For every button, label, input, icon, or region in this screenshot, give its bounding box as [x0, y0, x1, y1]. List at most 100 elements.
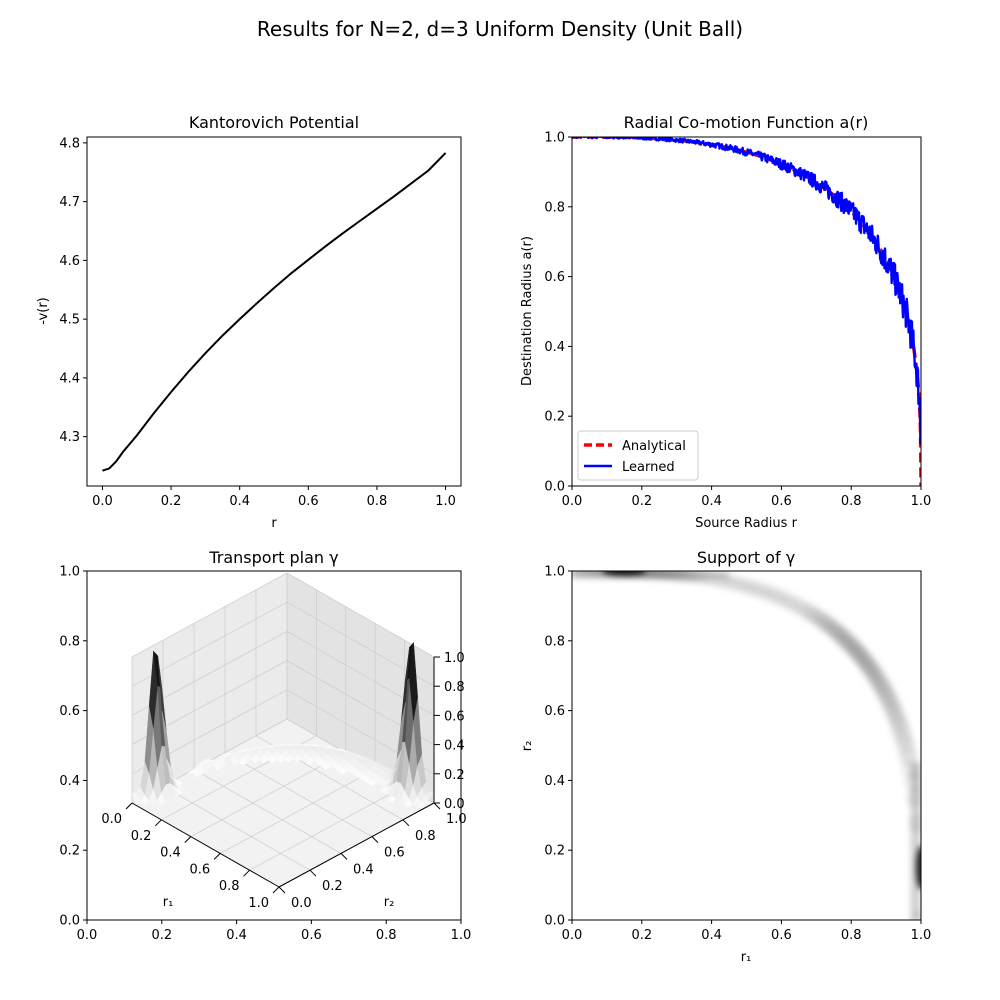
r2-axis-label: r₂: [384, 895, 395, 910]
x-tick-label: 1.0: [911, 494, 932, 509]
z-tick-label: 0.4: [444, 739, 465, 754]
z-tick-label: 1.0: [444, 651, 465, 666]
x-tick-label: 0.2: [151, 928, 172, 943]
y-tick-label: 1.0: [544, 131, 565, 146]
x-axis-label: r₁: [741, 950, 752, 965]
x-tick-label: 0.8: [841, 494, 862, 509]
y-tick-label: 1.0: [544, 565, 565, 580]
y-tick-label: 0.6: [59, 704, 80, 719]
panel-title: Kantorovich Potential: [189, 113, 359, 132]
support-edge: [572, 571, 921, 920]
grid-line: [131, 572, 288, 658]
plot-frame: [86, 570, 462, 921]
surface-patch: [294, 743, 303, 746]
y-tick-label: 0.4: [544, 340, 565, 355]
r1-tick-label: 0.2: [131, 829, 152, 844]
transport-plan-panel: Transport plan γ 0.00.00.20.20.40.40.60.…: [59, 548, 471, 943]
x-tick-label: 0.4: [229, 494, 250, 509]
x-tick-label: 0.0: [77, 928, 98, 943]
y-tick-label: 0.2: [544, 410, 565, 425]
y-tick-label: 0.0: [544, 914, 565, 929]
grid-line: [224, 752, 373, 837]
surface-patch: [205, 759, 214, 764]
x-tick-label: 0.0: [562, 928, 583, 943]
y-tick-label: 0.8: [544, 634, 565, 649]
r2-tick-mark: [309, 869, 317, 877]
y-tick-label: 4.8: [59, 136, 80, 151]
x-axis-label: Source Radius r: [695, 516, 798, 531]
surface-patch: [335, 748, 345, 751]
grid-line: [220, 769, 376, 854]
panel-title: Support of γ: [697, 548, 795, 567]
x-tick-label: 0.6: [771, 928, 792, 943]
support-edge-right: [910, 762, 921, 920]
y-tick-label: 4.5: [59, 313, 80, 328]
kantorovich-potential-panel: Kantorovich Potential 0.0 0.2 0.4 0.6 0.8 1.0…: [36, 113, 462, 531]
grid-line: [190, 752, 346, 837]
y-tick-label: 0.0: [59, 914, 80, 929]
x-tick-label: 1.0: [451, 928, 472, 943]
y-tick-label: 0.2: [544, 844, 565, 859]
legend-label-learned: Learned: [622, 460, 675, 475]
x-tick-label: 0.2: [631, 494, 652, 509]
surface-patch: [226, 752, 235, 757]
x-tick-label: 0.6: [298, 494, 319, 509]
panel-title: Radial Co-motion Function a(r): [624, 113, 869, 132]
r1-tick-mark: [125, 802, 133, 810]
x-tick-label: 0.4: [226, 928, 247, 943]
r2-tick-label: 0.4: [353, 862, 374, 877]
r2-tick-mark: [340, 853, 348, 860]
x-tick-label: 0.2: [631, 928, 652, 943]
r2-tick-mark: [371, 836, 379, 843]
r2-tick-label: 1.0: [446, 812, 467, 827]
r1-tick-mark: [213, 853, 221, 860]
z-tick-label: 0.0: [444, 797, 465, 812]
z-tick-label: 0.6: [444, 709, 465, 724]
x-tick-label: 0.4: [701, 494, 722, 509]
r2-tick-label: 0.0: [291, 896, 312, 911]
y-tick-label: 0.2: [59, 844, 80, 859]
y-tick-label: 0.8: [544, 200, 565, 215]
x-tick-label: 0.4: [701, 928, 722, 943]
surface-patch: [170, 776, 180, 782]
x-tick-label: 0.0: [92, 494, 113, 509]
x-tick-label: 0.8: [367, 494, 388, 509]
y-tick-label: 4.4: [59, 371, 80, 386]
r1-tick-label: 0.0: [101, 812, 122, 827]
r1-tick-mark: [272, 886, 280, 894]
panel-title: Transport plan γ: [208, 548, 338, 567]
y-tick-label: 0.6: [544, 270, 565, 285]
x-tick-label: 1.0: [435, 494, 456, 509]
r1-tick-label: 1.0: [248, 896, 269, 911]
support-band: [572, 571, 921, 920]
r1-tick-mark: [243, 869, 250, 877]
r1-axis-line: [131, 802, 280, 888]
left-pane: [132, 573, 287, 803]
grid-line: [162, 785, 311, 871]
z-tick-label: 0.8: [444, 680, 465, 695]
grid-line: [286, 572, 435, 658]
plot-frame: [571, 570, 922, 921]
y-tick-label: 4.3: [59, 430, 80, 445]
support-panel: Support of γ 0.0 0.2 0.4 0.6 0.8 1.0 0.0 0.2 0.4…: [520, 548, 931, 965]
grid-line: [249, 785, 405, 871]
x-tick-label: 0.8: [376, 928, 397, 943]
learned-line: [572, 137, 921, 445]
surface-patch: [243, 749, 252, 752]
r1-axis-label: r₁: [163, 895, 174, 910]
plot-frame: [571, 136, 922, 487]
y-tick-label: 0.4: [59, 774, 80, 789]
y-tick-label: 0.6: [544, 704, 565, 719]
r2-tick-label: 0.6: [384, 846, 405, 861]
y-tick-label: 1.0: [59, 565, 80, 580]
surface-patch: [256, 746, 265, 750]
plot-frame: [86, 136, 462, 487]
surface-patch: [310, 744, 320, 747]
support-edge-top: [572, 571, 730, 579]
r2-tick-mark: [402, 819, 410, 827]
x-tick-label: 0.0: [562, 494, 583, 509]
right-pane: [287, 573, 434, 803]
support-heatmap: [572, 571, 921, 920]
y-axis-label: Destination Radius a(r): [520, 236, 535, 386]
